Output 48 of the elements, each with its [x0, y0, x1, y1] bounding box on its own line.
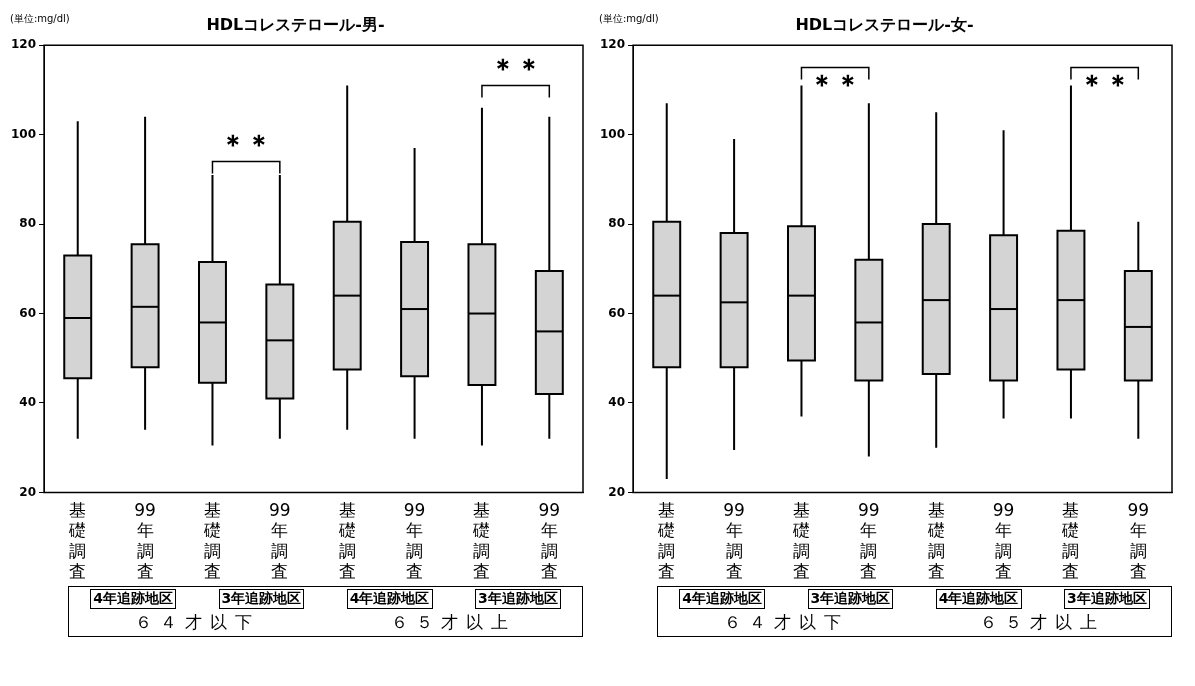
x-tick-label: 99年調査	[134, 500, 156, 582]
text: ６４才以下	[723, 611, 849, 634]
annotation: ＊＊	[489, 53, 542, 84]
annotation: ＊＊	[220, 129, 273, 160]
y-tick-label: 40	[608, 395, 626, 410]
x-tick-label: 基礎調査	[202, 500, 221, 582]
text: 3年追跡地区	[1064, 589, 1150, 609]
y-tick-label: 100	[599, 126, 626, 141]
text: ６５才以上	[391, 611, 517, 634]
chart-title: HDLコレステロール-男-	[206, 14, 385, 34]
y-tick-label: 40	[19, 395, 37, 410]
x-tick-label: 99年調査	[723, 500, 745, 582]
y-tick-label: 60	[19, 305, 37, 320]
x-tick-label: 基礎調査	[337, 500, 356, 582]
annotation: ＊＊	[1078, 69, 1131, 100]
text: 4年追跡地区	[679, 589, 765, 609]
x-tick-label: 基礎調査	[68, 500, 87, 582]
text: 4年追跡地区	[935, 589, 1022, 609]
x-tick-label: 99年調査	[538, 500, 561, 582]
y-axis-title: (単位:mg/dl)	[10, 12, 70, 24]
x-tick-label: 99年調査	[992, 500, 1015, 582]
text: 4年追跡地区	[90, 589, 176, 609]
y-tick-label: 120	[10, 37, 37, 52]
text: 3年追跡地区	[807, 589, 894, 609]
x-tick-label: 基礎調査	[926, 500, 945, 582]
y-tick-label: 20	[608, 484, 626, 499]
text: ６４才以下	[134, 611, 260, 634]
text: 4年追跡地区	[346, 589, 433, 609]
x-tick-label: 99年調査	[1127, 500, 1150, 582]
x-tick-label: 基礎調査	[1061, 500, 1080, 582]
y-axis-title: (単位:mg/dl)	[599, 12, 659, 24]
annotation: ＊＊	[809, 69, 862, 100]
x-tick-label: 99年調査	[858, 500, 880, 582]
x-tick-label: 基礎調査	[791, 500, 810, 582]
text: 3年追跡地区	[218, 589, 305, 609]
x-tick-label: 99年調査	[269, 500, 291, 582]
x-tick-label: 基礎調査	[472, 500, 491, 582]
chart-title: HDLコレステロール-女-	[795, 14, 974, 34]
y-tick-label: 120	[599, 37, 626, 52]
y-tick-label: 80	[608, 216, 626, 231]
y-tick-label: 60	[608, 305, 626, 320]
text: 3年追跡地区	[475, 589, 561, 609]
y-tick-label: 20	[19, 484, 37, 499]
text: ６５才以上	[980, 611, 1106, 634]
x-tick-label: 99年調査	[403, 500, 426, 582]
y-tick-label: 100	[10, 126, 37, 141]
x-tick-label: 基礎調査	[657, 500, 676, 582]
y-tick-label: 80	[19, 216, 37, 231]
